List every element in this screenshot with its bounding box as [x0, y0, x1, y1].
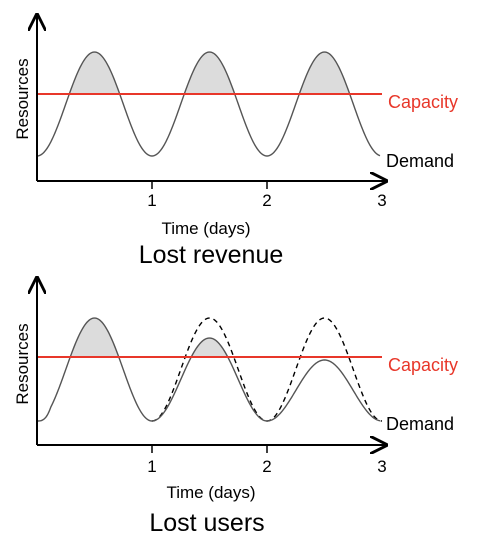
- panel-lost-users: 1 2 3 Time (days) Resources Capacity Dem…: [13, 278, 458, 537]
- y-axis-label: Resources: [13, 323, 32, 404]
- tick-label-2: 2: [262, 457, 271, 476]
- panel-caption: Lost users: [149, 509, 264, 537]
- demand-label: Demand: [386, 414, 454, 434]
- demand-curve: [36, 51, 381, 157]
- original-demand-dashed-curve: [151, 317, 383, 422]
- x-axis-label: Time (days): [166, 483, 255, 502]
- tick-label-3: 3: [377, 191, 386, 210]
- tick-label-1: 1: [147, 457, 156, 476]
- demand-label: Demand: [386, 151, 454, 171]
- panel-lost-revenue: 1 2 3 Time (days) Resources Capacity Dem…: [13, 15, 458, 269]
- panel-caption: Lost revenue: [139, 241, 284, 269]
- tick-label-3: 3: [377, 457, 386, 476]
- capacity-label: Capacity: [388, 355, 458, 375]
- tick-label-2: 2: [262, 191, 271, 210]
- tick-label-1: 1: [147, 191, 156, 210]
- x-axis-label: Time (days): [161, 219, 250, 238]
- shaded-excess-region: [71, 318, 227, 357]
- shaded-excess-region: [70, 52, 349, 94]
- y-axis-label: Resources: [13, 58, 32, 139]
- demand-curve: [36, 317, 381, 422]
- capacity-label: Capacity: [388, 92, 458, 112]
